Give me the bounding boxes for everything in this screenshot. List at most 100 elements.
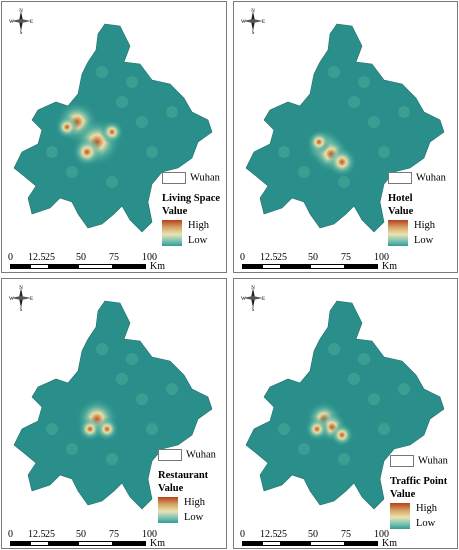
map-legend: Wuhan Hotel Value High Low (388, 172, 446, 246)
scale-unit: Km (150, 538, 165, 549)
legend-layer-title: Traffic Point (390, 476, 448, 487)
scale-tick: 25 (45, 529, 55, 540)
scale-tick: 50 (308, 252, 318, 263)
compass-w: W (241, 20, 246, 25)
legend-value-label: Value (158, 483, 184, 494)
map-panel-traffic: N S W E Wuhan Traffic Point Value High L… (233, 278, 458, 549)
scale-tick: 25 (277, 252, 287, 263)
hotspot (55, 115, 79, 139)
hotspot (327, 147, 357, 177)
compass-w: W (241, 297, 246, 302)
compass-s: S (252, 308, 255, 311)
north-arrow-icon: N S W E (9, 286, 33, 311)
scale-bar: 0 12.5 25 50 75 100 Km (240, 529, 397, 548)
scale-tick: 0 (8, 252, 13, 263)
legend-value-label: Value (390, 489, 416, 500)
legend-value-label: Value (388, 206, 414, 217)
compass-s: S (20, 308, 23, 311)
wuhan-boundary (245, 300, 445, 510)
scale-tick: 12.5 (28, 529, 46, 540)
scale-tick: 75 (341, 529, 351, 540)
scale-tick: 75 (109, 529, 119, 540)
north-arrow-icon: N S W E (241, 286, 265, 311)
map-legend: Wuhan Living Space Value High Low (162, 172, 220, 246)
hotspot (307, 130, 331, 154)
scale-tick: 12.5 (260, 252, 278, 263)
legend-region: Wuhan (162, 172, 220, 184)
scale-unit: Km (382, 538, 397, 549)
hotspot (305, 417, 329, 441)
scale-unit: Km (150, 261, 165, 272)
color-ramp (158, 497, 178, 523)
compass-n: N (251, 286, 255, 291)
scale-tick: 12.5 (260, 529, 278, 540)
legend-high: High (416, 503, 437, 514)
map-panel-hotel: N S W E Wuhan Hotel Value High Low 0 12.5… (233, 1, 458, 273)
compass-s: S (252, 31, 255, 34)
wuhan-boundary (245, 23, 445, 233)
compass-w: W (9, 297, 14, 302)
legend-low: Low (416, 518, 436, 529)
map-legend: Wuhan Restaurant Value High Low (158, 449, 216, 523)
legend-region: Wuhan (390, 455, 448, 467)
scale-tick: 100 (374, 529, 389, 540)
scale-bar: 0 12.5 25 50 75 100 Km (8, 252, 165, 272)
hotspot (95, 417, 119, 441)
color-ramp (162, 220, 182, 246)
scale-bar: 0 12.5 25 50 75 100 Km (8, 529, 165, 548)
legend-layer-title: Restaurant (158, 470, 209, 481)
scale-tick: 0 (240, 252, 245, 263)
wuhan-map (13, 300, 213, 510)
scale-tick: 0 (240, 529, 245, 540)
hotspot (100, 120, 124, 144)
scale-tick: 50 (76, 252, 86, 263)
compass-n: N (19, 286, 23, 291)
wuhan-map (245, 300, 445, 510)
hotspot (72, 137, 102, 167)
scale-tick: 50 (76, 529, 86, 540)
wuhan-map (13, 23, 213, 233)
scale-tick: 100 (374, 252, 389, 263)
scale-tick: 100 (142, 252, 157, 263)
map-panel-living: N S W E Wuhan Living Space Value High Lo… (1, 1, 227, 273)
legend-layer-title: Living Space (162, 193, 221, 204)
scale-tick: 100 (142, 529, 157, 540)
scale-bar: 0 12.5 25 50 75 100 Km (240, 252, 397, 272)
scale-tick: 75 (341, 252, 351, 263)
compass-w: W (9, 20, 14, 25)
compass-s: S (20, 31, 23, 34)
color-ramp (388, 220, 408, 246)
scale-tick: 25 (277, 529, 287, 540)
scale-tick: 50 (308, 529, 318, 540)
compass-e: E (262, 20, 265, 25)
scale-tick: 75 (109, 252, 119, 263)
legend-high: High (414, 220, 435, 231)
legend-low: Low (414, 235, 434, 246)
legend-region: Wuhan (388, 172, 446, 184)
compass-e: E (30, 20, 33, 25)
scale-unit: Km (382, 261, 397, 272)
compass-e: E (262, 297, 265, 302)
legend-high: High (188, 220, 209, 231)
north-arrow-icon: N S W E (241, 9, 265, 34)
scale-tick: 12.5 (28, 252, 46, 263)
legend-low: Low (188, 235, 208, 246)
compass-e: E (30, 297, 33, 302)
legend-high: High (184, 497, 205, 508)
map-panel-restaurant: N S W E Wuhan Restaurant Value High Low … (1, 278, 227, 549)
legend-low: Low (184, 512, 204, 523)
north-arrow-icon: N S W E (9, 9, 33, 34)
hotspot (78, 417, 102, 441)
scale-tick: 25 (45, 252, 55, 263)
scale-tick: 0 (8, 529, 13, 540)
compass-n: N (19, 9, 23, 14)
wuhan-boundary (13, 300, 213, 510)
legend-region: Wuhan (158, 449, 216, 461)
compass-n: N (251, 9, 255, 14)
legend-value-label: Value (162, 206, 188, 217)
wuhan-map (245, 23, 445, 233)
map-legend: Wuhan Traffic Point Value High Low (390, 455, 448, 529)
color-ramp (390, 503, 410, 529)
hotspot (330, 423, 354, 447)
legend-layer-title: Hotel (388, 193, 413, 204)
